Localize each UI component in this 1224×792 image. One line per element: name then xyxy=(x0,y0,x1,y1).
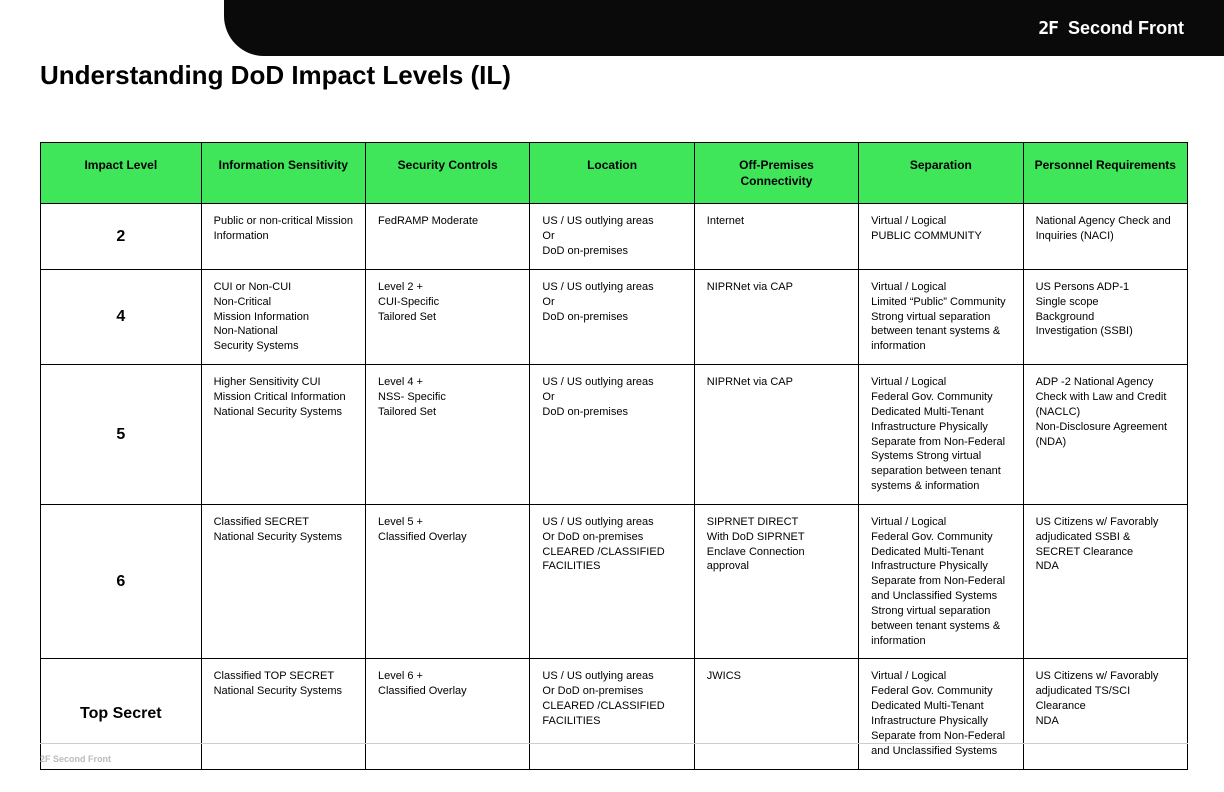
cell-location: US / US outlying areasOr DoD on-premises… xyxy=(530,504,694,659)
impact-level-table-wrap: Impact Level Information Sensitivity Sec… xyxy=(40,142,1188,770)
top-bar: 2F Second Front xyxy=(224,0,1224,56)
brand: 2F Second Front xyxy=(1038,18,1184,39)
col-personnel: Personnel Requirements xyxy=(1023,143,1187,204)
table-body: 2Public or non-critical Mission Informat… xyxy=(41,204,1188,769)
cell-location: US / US outlying areasOrDoD on-premises xyxy=(530,269,694,364)
col-info-sensitivity: Information Sensitivity xyxy=(201,143,365,204)
cell-controls: Level 2 +CUI-SpecificTailored Set xyxy=(366,269,530,364)
cell-location: US / US outlying areasOrDoD on-premises xyxy=(530,204,694,270)
cell-location: US / US outlying areasOrDoD on-premises xyxy=(530,365,694,505)
page-title: Understanding DoD Impact Levels (IL) xyxy=(40,60,511,91)
table-header-row: Impact Level Information Sensitivity Sec… xyxy=(41,143,1188,204)
cell-info: Higher Sensitivity CUI Mission Critical … xyxy=(201,365,365,505)
cell-info: Classified SECRETNational Security Syste… xyxy=(201,504,365,659)
col-location: Location xyxy=(530,143,694,204)
cell-info: CUI or Non-CUINon-CriticalMission Inform… xyxy=(201,269,365,364)
cell-info: Public or non-critical Mission Informati… xyxy=(201,204,365,270)
cell-connectivity: SIPRNET DIRECTWith DoD SIPRNET Enclave C… xyxy=(694,504,858,659)
table-row: 5Higher Sensitivity CUI Mission Critical… xyxy=(41,365,1188,505)
table-row: 6Classified SECRETNational Security Syst… xyxy=(41,504,1188,659)
cell-personnel: National Agency Check and Inquiries (NAC… xyxy=(1023,204,1187,270)
cell-personnel: US Citizens w/ Favorably adjudicated SSB… xyxy=(1023,504,1187,659)
cell-level: 4 xyxy=(41,269,202,364)
cell-personnel: ADP -2 National Agency Check with Law an… xyxy=(1023,365,1187,505)
cell-level: 5 xyxy=(41,365,202,505)
brand-logo-icon: 2F xyxy=(1038,18,1058,39)
col-connectivity: Off-Premises Connectivity xyxy=(694,143,858,204)
cell-separation: Virtual / LogicalPUBLIC COMMUNITY xyxy=(859,204,1023,270)
footer: 2F Second Front xyxy=(40,743,1188,764)
cell-controls: Level 4 +NSS- SpecificTailored Set xyxy=(366,365,530,505)
impact-level-table: Impact Level Information Sensitivity Sec… xyxy=(40,142,1188,770)
cell-personnel: US Persons ADP-1Single scopeBackgroundIn… xyxy=(1023,269,1187,364)
col-security-controls: Security Controls xyxy=(366,143,530,204)
brand-name: Second Front xyxy=(1068,18,1184,39)
cell-level: 2 xyxy=(41,204,202,270)
cell-connectivity: NIPRNet via CAP xyxy=(694,269,858,364)
cell-level: 6 xyxy=(41,504,202,659)
col-impact-level: Impact Level xyxy=(41,143,202,204)
cell-connectivity: Internet xyxy=(694,204,858,270)
footer-text: 2F Second Front xyxy=(40,754,1188,764)
cell-separation: Virtual / LogicalFederal Gov. CommunityD… xyxy=(859,504,1023,659)
table-row: 2Public or non-critical Mission Informat… xyxy=(41,204,1188,270)
footer-divider xyxy=(40,743,1188,744)
cell-separation: Virtual / LogicalLimited “Public” Commun… xyxy=(859,269,1023,364)
cell-controls: FedRAMP Moderate xyxy=(366,204,530,270)
col-separation: Separation xyxy=(859,143,1023,204)
cell-separation: Virtual / LogicalFederal Gov. CommunityD… xyxy=(859,365,1023,505)
table-row: 4CUI or Non-CUINon-CriticalMission Infor… xyxy=(41,269,1188,364)
cell-controls: Level 5 +Classified Overlay xyxy=(366,504,530,659)
cell-connectivity: NIPRNet via CAP xyxy=(694,365,858,505)
